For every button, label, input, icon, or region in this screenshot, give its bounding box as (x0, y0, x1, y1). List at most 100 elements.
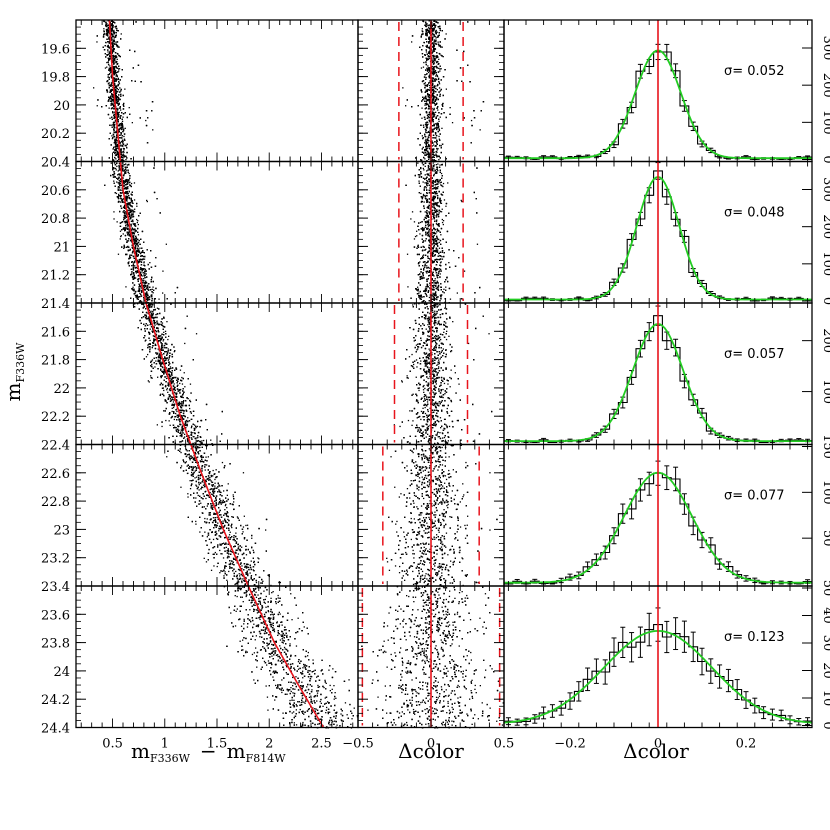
residual-star-point (428, 484, 431, 486)
residual-star-point (443, 563, 445, 566)
residual-star-point (433, 200, 435, 202)
residual-star-point (467, 515, 469, 517)
residual-star-point (484, 593, 487, 595)
cmd-star-point (210, 480, 212, 482)
residual-star-point (426, 70, 429, 72)
cmd-star-point (272, 614, 274, 616)
cmd-star-point (223, 490, 225, 492)
residual-star-point (436, 75, 438, 77)
residual-star-point (449, 376, 451, 379)
residual-star-point (438, 247, 441, 249)
cmd-star-point (294, 688, 296, 690)
cmd-star-point (290, 690, 292, 693)
cmd-star-point (216, 516, 218, 519)
cmd-star-point (112, 43, 114, 45)
residual-star-point (419, 579, 422, 581)
cmd-star-point (264, 602, 266, 604)
residual-star-point (433, 676, 435, 678)
residual-star-point (454, 538, 456, 540)
cmd-star-point (169, 388, 171, 390)
cmd-star-point (131, 216, 133, 218)
residual-star-point (442, 223, 444, 226)
cmd-star-point (263, 660, 266, 663)
residual-star-point (433, 137, 436, 139)
residual-star-point (412, 420, 414, 422)
cmd-star-point (151, 363, 153, 366)
residual-star-point (425, 248, 427, 250)
residual-star-point (426, 140, 428, 142)
residual-star-point (440, 268, 442, 271)
residual-star-point (464, 537, 467, 539)
residual-star-point (431, 352, 433, 354)
residual-star-point (434, 368, 436, 370)
residual-star-point (444, 482, 446, 484)
cmd-star-point (147, 316, 149, 318)
residual-star-point (417, 465, 419, 468)
cmd-star-point (219, 491, 221, 493)
cmd-star-point (160, 323, 162, 326)
residual-star-point (435, 645, 437, 647)
residual-star-point (422, 257, 424, 259)
residual-star-point (401, 691, 403, 694)
cmd-star-point (154, 330, 157, 332)
residual-star-point (448, 469, 450, 472)
residual-star-point (434, 103, 436, 105)
residual-star-point (423, 517, 425, 519)
cmd-star-point (199, 460, 201, 462)
residual-star-point (433, 35, 435, 38)
cmd-star-point (140, 260, 142, 262)
residual-star-point (423, 466, 425, 468)
residual-star-point (424, 290, 426, 293)
residual-star-point (423, 497, 425, 500)
residual-star-point (427, 169, 429, 171)
cmd-star-point (112, 68, 114, 70)
cmd-star-point (302, 667, 304, 669)
cmd-star-point (284, 648, 286, 650)
residual-star-point (440, 686, 443, 688)
cmd-star-point (278, 611, 280, 613)
scatter-layer (93, 20, 505, 729)
residual-star-point (453, 665, 455, 667)
cmd-star-point (220, 503, 222, 505)
cmd-star-point (145, 356, 148, 358)
cmd-star-point (190, 427, 193, 429)
residual-star-point (386, 557, 388, 559)
cmd-star-point (111, 27, 113, 29)
cmd-star-point (197, 436, 199, 439)
residual-star-point (434, 204, 436, 206)
cmd-star-point (265, 529, 267, 531)
residual-star-point (413, 557, 415, 559)
residual-star-point (477, 718, 479, 720)
cmd-star-point (112, 35, 115, 38)
residual-star-point (452, 621, 454, 623)
residual-star-point (428, 36, 430, 38)
residual-star-point (426, 494, 428, 496)
residual-star-point (448, 720, 450, 723)
residual-star-point (442, 611, 444, 613)
residual-star-point (433, 214, 435, 216)
residual-star-point (455, 669, 457, 672)
residual-star-point (423, 673, 425, 675)
residual-star-point (450, 667, 452, 669)
residual-star-point (424, 288, 427, 290)
residual-star-point (432, 102, 434, 104)
cmd-star-point (198, 484, 200, 486)
cmd-star-point (211, 481, 213, 483)
cmd-star-point (119, 197, 122, 199)
residual-star-point (427, 683, 429, 685)
residual-star-point (412, 553, 414, 555)
residual-star-point (445, 494, 447, 496)
residual-star-point (420, 35, 422, 37)
cmd-star-point (116, 145, 118, 148)
cmd-star-point (129, 254, 131, 256)
cmd-star-point (295, 703, 297, 706)
residual-star-point (394, 486, 396, 488)
residual-star-point (416, 349, 418, 351)
cmd-star-point (238, 588, 240, 590)
cmd-star-point (166, 321, 168, 323)
residual-star-point (427, 65, 429, 67)
residual-star-point (425, 144, 427, 146)
residual-star-point (438, 180, 440, 182)
cmd-star-point (167, 359, 169, 361)
residual-star-point (422, 375, 425, 377)
